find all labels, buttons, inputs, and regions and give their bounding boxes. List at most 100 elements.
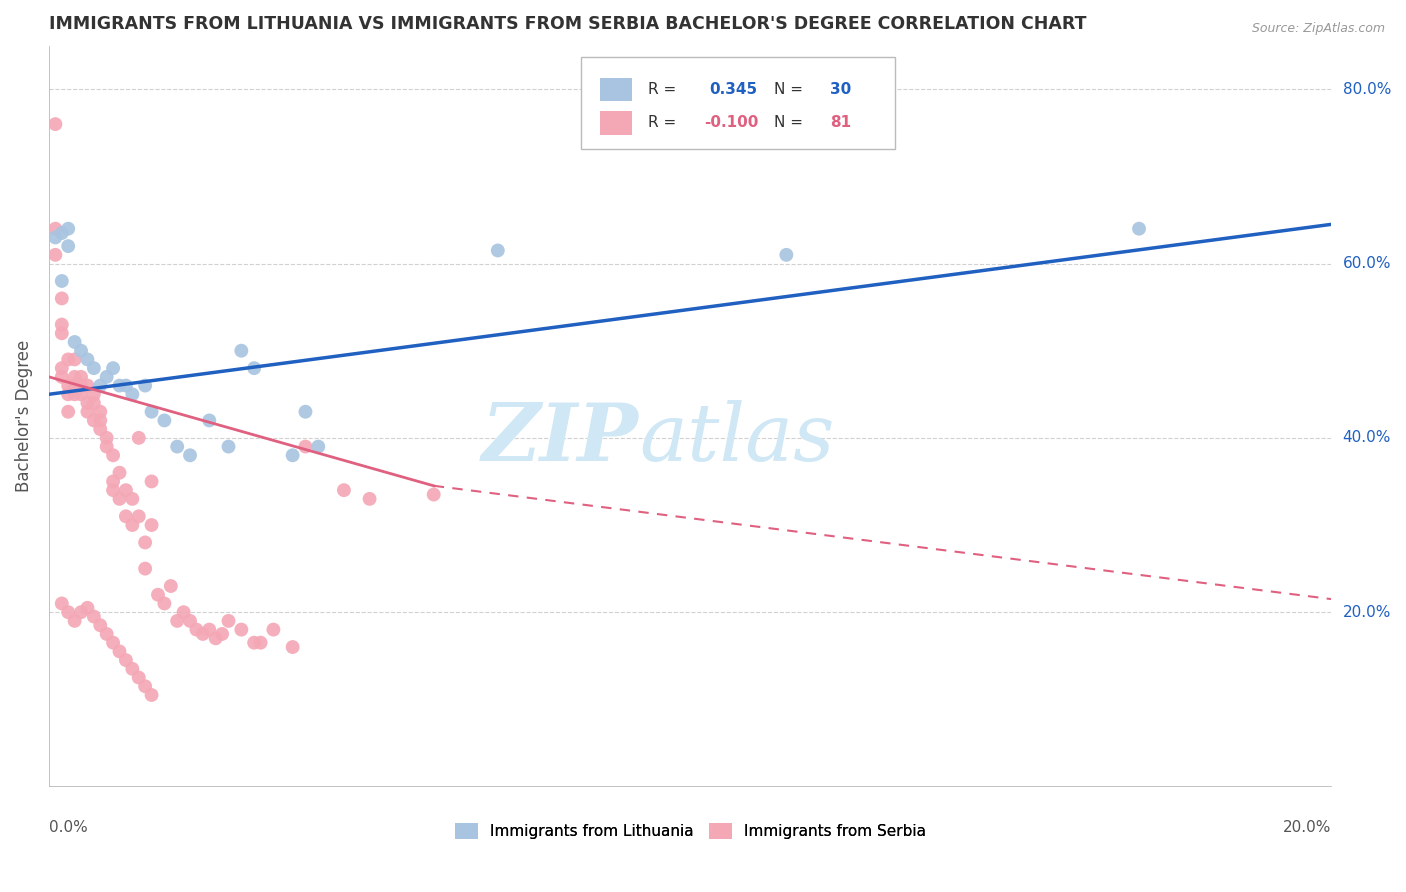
Point (121, 387, 143, 401)
Point (775, 248, 797, 262)
Text: -0.100: -0.100 (704, 115, 759, 130)
Point (51, 361, 73, 376)
Point (101, 475, 124, 489)
Point (58, 387, 80, 401)
Point (166, 440, 188, 454)
Point (70, 387, 93, 401)
Text: 0.345: 0.345 (710, 82, 758, 97)
Text: N =: N = (773, 82, 803, 97)
Point (58, 239, 80, 253)
Point (179, 448, 201, 462)
Point (63, 334, 86, 349)
Point (63, 614, 86, 628)
Point (141, 475, 163, 489)
Point (281, 448, 304, 462)
Text: atlas: atlas (638, 400, 834, 477)
Point (51, 292, 73, 306)
Text: 80.0%: 80.0% (1343, 82, 1391, 96)
Point (121, 491, 143, 506)
Point (63, 387, 86, 401)
Point (70, 605, 93, 619)
Point (153, 597, 176, 611)
Point (70, 343, 93, 358)
Point (198, 413, 221, 427)
Point (198, 623, 221, 637)
Point (243, 635, 266, 649)
Point (51, 274, 73, 288)
Point (486, 244, 509, 258)
Point (153, 413, 176, 427)
Point (96, 627, 118, 641)
Point (58, 405, 80, 419)
Text: 60.0%: 60.0% (1343, 256, 1391, 271)
Point (121, 518, 143, 533)
Point (294, 405, 316, 419)
Text: Source: ZipAtlas.com: Source: ZipAtlas.com (1251, 22, 1385, 36)
Point (243, 361, 266, 376)
Point (96, 431, 118, 445)
Bar (600, 111, 633, 135)
Point (108, 466, 131, 480)
Point (101, 635, 124, 649)
Point (294, 440, 316, 454)
Point (422, 487, 444, 501)
Point (141, 688, 163, 702)
Point (173, 605, 195, 619)
Point (89, 378, 111, 392)
Point (70, 369, 93, 384)
Point (231, 623, 253, 637)
Point (166, 614, 188, 628)
Point (83, 396, 105, 410)
Point (51, 318, 73, 332)
Point (141, 518, 163, 533)
Point (262, 623, 284, 637)
Text: R =: R = (648, 115, 676, 130)
Point (134, 378, 156, 392)
Point (108, 378, 131, 392)
Point (51, 597, 73, 611)
Point (58, 352, 80, 367)
Point (44, 230, 66, 244)
Y-axis label: Bachelor's Degree: Bachelor's Degree (15, 340, 32, 492)
Point (333, 483, 356, 498)
Point (51, 226, 73, 240)
Point (89, 413, 111, 427)
Point (83, 413, 105, 427)
Point (63, 378, 86, 392)
Point (58, 221, 80, 235)
Point (76, 378, 98, 392)
Text: 81: 81 (830, 115, 851, 130)
Point (108, 644, 131, 658)
Point (58, 378, 80, 392)
Point (121, 662, 143, 676)
Text: IMMIGRANTS FROM LITHUANIA VS IMMIGRANTS FROM SERBIA BACHELOR'S DEGREE CORRELATIO: IMMIGRANTS FROM LITHUANIA VS IMMIGRANTS … (49, 15, 1087, 33)
Point (76, 352, 98, 367)
Point (249, 635, 271, 649)
Legend: Immigrants from Lithuania, Immigrants from Serbia: Immigrants from Lithuania, Immigrants fr… (449, 817, 932, 846)
Point (89, 405, 111, 419)
Point (186, 623, 208, 637)
Point (134, 535, 156, 549)
Bar (600, 78, 633, 101)
Text: 20.0%: 20.0% (1343, 605, 1391, 620)
Point (63, 352, 86, 367)
Point (101, 361, 124, 376)
Point (115, 483, 138, 498)
Point (108, 491, 131, 506)
Point (76, 396, 98, 410)
Text: R =: R = (648, 82, 676, 97)
Point (359, 491, 381, 506)
Point (101, 448, 124, 462)
Point (96, 440, 118, 454)
Point (63, 369, 86, 384)
Point (44, 117, 66, 131)
Point (51, 369, 73, 384)
Point (191, 627, 214, 641)
Text: 40.0%: 40.0% (1343, 430, 1391, 445)
Point (115, 378, 138, 392)
Point (134, 561, 156, 575)
Point (58, 605, 80, 619)
Point (141, 405, 163, 419)
Point (218, 614, 240, 628)
Point (204, 632, 226, 646)
